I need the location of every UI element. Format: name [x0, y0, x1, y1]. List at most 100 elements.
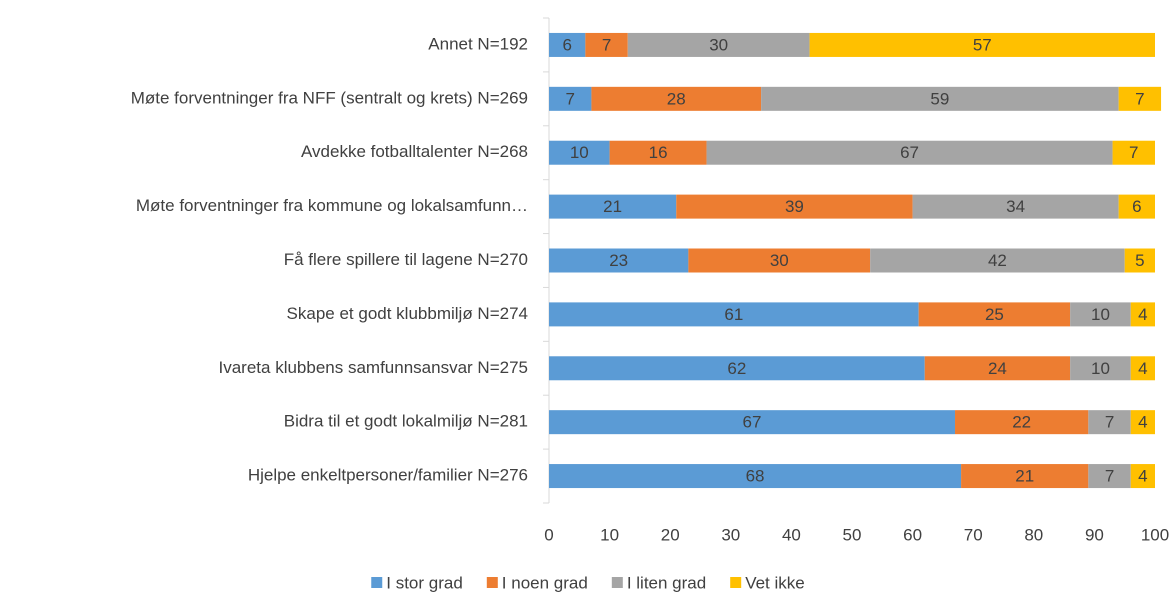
data-label: 68 — [746, 467, 765, 486]
category-label: Avdekke fotballtalenter N=268 — [301, 142, 528, 161]
bar-segment — [549, 464, 962, 489]
bar-segment — [1130, 410, 1155, 435]
data-label: 30 — [709, 35, 728, 54]
data-label: 57 — [973, 35, 992, 54]
bar-segment — [627, 32, 810, 57]
legend-swatch — [611, 577, 623, 588]
bar-segment — [676, 194, 913, 219]
data-label: 10 — [570, 143, 589, 162]
legend-swatch — [486, 577, 498, 588]
bar-segment — [1070, 356, 1131, 381]
data-label: 10 — [1091, 359, 1110, 378]
bar-segment — [549, 248, 689, 273]
bar-segment — [1118, 86, 1162, 111]
bar-segment — [761, 86, 1119, 111]
data-label: 39 — [785, 197, 804, 216]
x-tick-label: 100 — [1141, 525, 1169, 544]
data-label: 21 — [603, 197, 622, 216]
bar-segment — [912, 194, 1119, 219]
bar-segment — [706, 140, 1113, 165]
x-tick-label: 80 — [1024, 525, 1043, 544]
data-label: 7 — [602, 35, 611, 54]
data-label: 67 — [900, 143, 919, 162]
legend-swatch — [371, 577, 383, 588]
x-tick-label: 30 — [721, 525, 740, 544]
data-label: 61 — [724, 305, 743, 324]
bar-segment — [609, 140, 707, 165]
category-label: Ivareta klubbens samfunnsansvar N=275 — [219, 358, 529, 377]
bar-segment — [1112, 140, 1155, 165]
data-label: 7 — [1135, 89, 1144, 108]
data-label: 22 — [1012, 413, 1031, 432]
category-label: Møte forventninger fra kommune og lokals… — [136, 196, 528, 215]
bar-segment — [809, 32, 1155, 57]
x-tick-label: 20 — [661, 525, 680, 544]
data-label: 16 — [649, 143, 668, 162]
data-label: 5 — [1135, 251, 1144, 270]
data-label: 62 — [727, 359, 746, 378]
legend-label: I stor grad — [386, 573, 463, 592]
data-label: 30 — [770, 251, 789, 270]
data-label: 67 — [743, 413, 762, 432]
category-label: Få flere spillere til lagene N=270 — [284, 250, 528, 269]
x-tick-label: 10 — [600, 525, 619, 544]
bar-segment — [870, 248, 1125, 273]
x-tick-label: 40 — [782, 525, 801, 544]
bar-segment — [549, 302, 919, 327]
legend-swatch — [730, 577, 742, 588]
bar-segment — [1118, 194, 1155, 219]
legend-label: Vet ikke — [745, 573, 805, 592]
bar-segment — [1070, 302, 1131, 327]
data-label: 28 — [667, 89, 686, 108]
bar-segment — [549, 86, 592, 111]
bar-segment — [549, 410, 956, 435]
data-label: 4 — [1138, 305, 1147, 324]
x-tick-label: 60 — [903, 525, 922, 544]
bar-segment — [688, 248, 871, 273]
bar-segment — [549, 32, 586, 57]
bar-segment — [961, 464, 1089, 489]
data-label: 4 — [1138, 359, 1147, 378]
x-tick-label: 70 — [964, 525, 983, 544]
bar-segment — [1088, 464, 1131, 489]
data-label: 25 — [985, 305, 1004, 324]
x-tick-label: 0 — [544, 525, 553, 544]
bar-segment — [1088, 410, 1131, 435]
bar-segment — [918, 302, 1071, 327]
data-label: 6 — [562, 35, 571, 54]
data-label: 7 — [1105, 467, 1114, 486]
data-label: 7 — [1105, 413, 1114, 432]
data-label: 59 — [930, 89, 949, 108]
data-label: 4 — [1138, 413, 1147, 432]
category-label: Skape et godt klubbmiljø N=274 — [287, 304, 528, 323]
data-label: 24 — [988, 359, 1007, 378]
bar-segment — [549, 356, 925, 381]
data-label: 7 — [1129, 143, 1138, 162]
data-label: 10 — [1091, 305, 1110, 324]
category-label: Annet N=192 — [428, 34, 528, 53]
category-label: Bidra til et godt lokalmiljø N=281 — [284, 412, 528, 431]
bar-segment — [591, 86, 762, 111]
bar-segment — [1130, 302, 1155, 327]
bar-segment — [549, 140, 610, 165]
bar-segment — [1130, 464, 1155, 489]
bar-segment — [549, 194, 677, 219]
bar-segment — [1124, 248, 1155, 273]
bar-segment — [1130, 356, 1155, 381]
category-label: Møte forventninger fra NFF (sentralt og … — [131, 88, 528, 107]
legend-label: I liten grad — [627, 573, 706, 592]
data-label: 21 — [1015, 467, 1034, 486]
x-tick-label: 90 — [1085, 525, 1104, 544]
category-label: Hjelpe enkeltpersoner/familier N=276 — [248, 466, 528, 485]
legend-label: I noen grad — [502, 573, 588, 592]
x-tick-label: 50 — [843, 525, 862, 544]
data-label: 6 — [1132, 197, 1141, 216]
bar-segment — [924, 356, 1071, 381]
bar-segment — [585, 32, 628, 57]
data-label: 4 — [1138, 467, 1147, 486]
data-label: 42 — [988, 251, 1007, 270]
data-label: 7 — [565, 89, 574, 108]
bar-segment — [955, 410, 1089, 435]
data-label: 23 — [609, 251, 628, 270]
